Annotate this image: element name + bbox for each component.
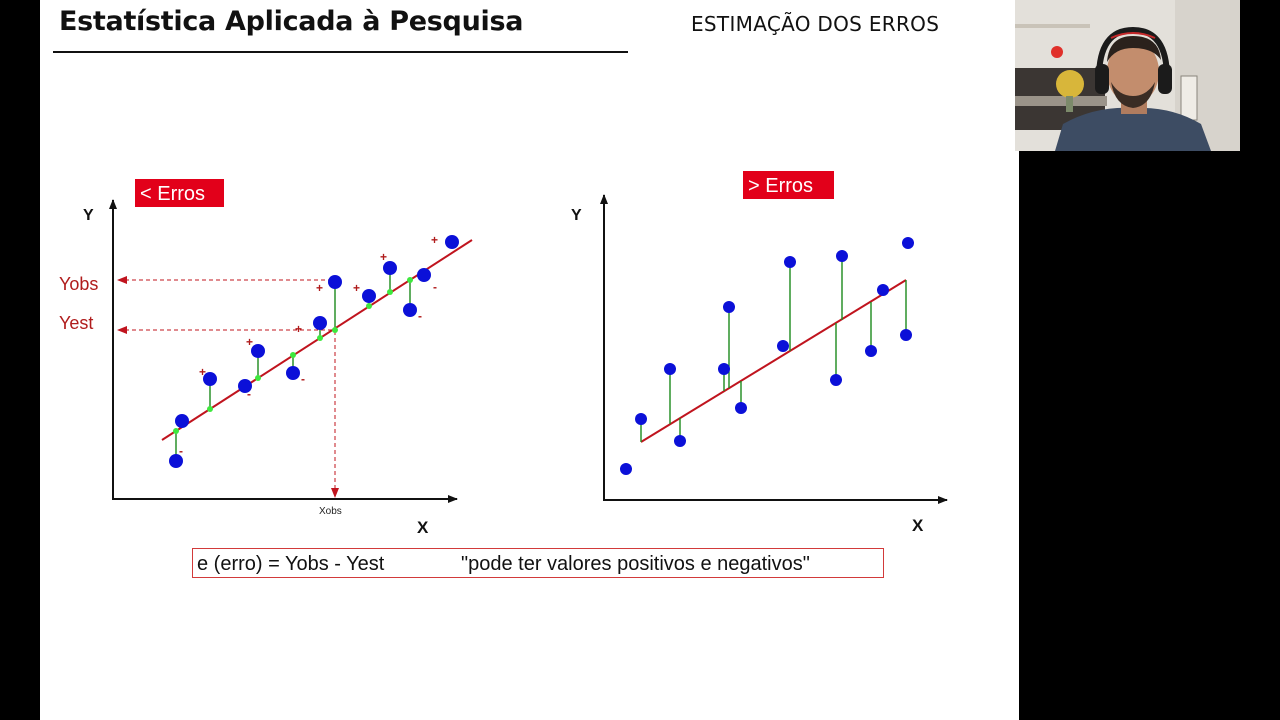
presenter-beard — [1111, 82, 1155, 108]
left-badge-label: < Erros — [140, 183, 205, 205]
yest-label: Yest — [59, 313, 93, 333]
shelf — [1015, 24, 1090, 28]
error-formula: e (erro) = Yobs - Yest — [197, 553, 385, 575]
data-point — [723, 301, 735, 313]
estimated-point — [366, 303, 372, 309]
presenter-video — [1015, 0, 1240, 151]
headphones-icon — [1096, 26, 1170, 79]
estimated-point — [332, 327, 338, 333]
estimated-point — [255, 375, 261, 381]
estimated-point — [290, 352, 296, 358]
headphone-left-cup — [1095, 64, 1109, 94]
data-point — [718, 363, 730, 375]
estimated-point — [207, 406, 213, 412]
right-observed-points — [620, 237, 914, 475]
right-badge-label: > Erros — [748, 175, 813, 197]
left-residuals — [175, 268, 425, 461]
data-point — [383, 261, 397, 275]
plus-sign: + — [295, 322, 302, 336]
data-point — [784, 256, 796, 268]
yobs-label: Yobs — [59, 274, 98, 294]
plus-sign: + — [380, 250, 387, 264]
left-y-axis-label: Y — [83, 207, 94, 224]
data-point — [313, 316, 327, 330]
estimated-point — [407, 277, 413, 283]
xobs-label: Xobs — [319, 506, 342, 517]
data-point — [203, 372, 217, 386]
right-x-axis-label: X — [912, 516, 924, 535]
data-point — [328, 275, 342, 289]
minus-sign: - — [179, 444, 183, 458]
minus-sign: - — [247, 387, 251, 401]
headphone-accent — [1110, 32, 1156, 39]
estimated-point — [317, 335, 323, 341]
title-underline — [53, 51, 628, 53]
data-point — [169, 454, 183, 468]
right-y-axis-label: Y — [571, 207, 582, 224]
data-point — [286, 366, 300, 380]
error-formula-box: e (erro) = Yobs - Yest "pode ter valores… — [192, 548, 884, 578]
plus-sign: + — [431, 233, 438, 247]
presenter-shirt — [1055, 107, 1211, 151]
data-point — [445, 235, 459, 249]
presenter-head — [1107, 40, 1159, 104]
presenter-hair — [1107, 36, 1161, 62]
data-point — [238, 379, 252, 393]
data-point — [403, 303, 417, 317]
left-sign-markers: + + + + + + + - - - - - — [179, 233, 438, 458]
webcam-feed — [1015, 0, 1240, 151]
flowers-icon — [1056, 70, 1084, 98]
regression-diagrams: < Erros Y X Yobs Yest Xobs — [59, 171, 948, 537]
left-x-axis-label: X — [417, 518, 429, 537]
right-badge-bg — [743, 171, 834, 199]
left-estimated-points — [173, 277, 413, 434]
data-point — [251, 344, 265, 358]
plus-sign: + — [199, 365, 206, 379]
data-point — [900, 329, 912, 341]
data-point — [777, 340, 789, 352]
lamp-icon — [1051, 46, 1063, 58]
error-note: "pode ter valores positivos e negativos" — [461, 553, 810, 575]
data-point — [877, 284, 889, 296]
slide: Estatística Aplicada à Pesquisa ESTIMAÇÃ… — [40, 0, 1019, 720]
right-diagram: > Erros Y X — [571, 171, 948, 535]
data-point — [830, 374, 842, 386]
left-diagram: < Erros Y X Yobs Yest Xobs — [59, 179, 473, 537]
estimated-point — [173, 428, 179, 434]
vase-icon — [1066, 96, 1073, 112]
right-residuals — [640, 256, 907, 442]
picture-frame — [1180, 75, 1198, 121]
counter — [1015, 96, 1107, 106]
data-point — [635, 413, 647, 425]
page-title: Estatística Aplicada à Pesquisa — [59, 6, 524, 37]
data-point — [664, 363, 676, 375]
minus-sign: - — [433, 280, 437, 294]
data-point — [175, 414, 189, 428]
plus-sign: + — [353, 281, 360, 295]
headphone-right-cup — [1158, 64, 1172, 94]
data-point — [674, 435, 686, 447]
data-point — [865, 345, 877, 357]
minus-sign: - — [301, 372, 305, 386]
right-fit-line — [640, 279, 907, 443]
data-point — [735, 402, 747, 414]
slide-subtitle: ESTIMAÇÃO DOS ERROS — [691, 12, 940, 36]
minus-sign: - — [418, 309, 422, 323]
left-observed-points — [169, 235, 459, 468]
data-point — [417, 268, 431, 282]
data-point — [620, 463, 632, 475]
plus-sign: + — [316, 281, 323, 295]
left-badge-bg — [135, 179, 224, 207]
plus-sign: + — [246, 335, 253, 349]
data-point — [902, 237, 914, 249]
data-point — [836, 250, 848, 262]
data-point — [362, 289, 376, 303]
estimated-point — [387, 289, 393, 295]
